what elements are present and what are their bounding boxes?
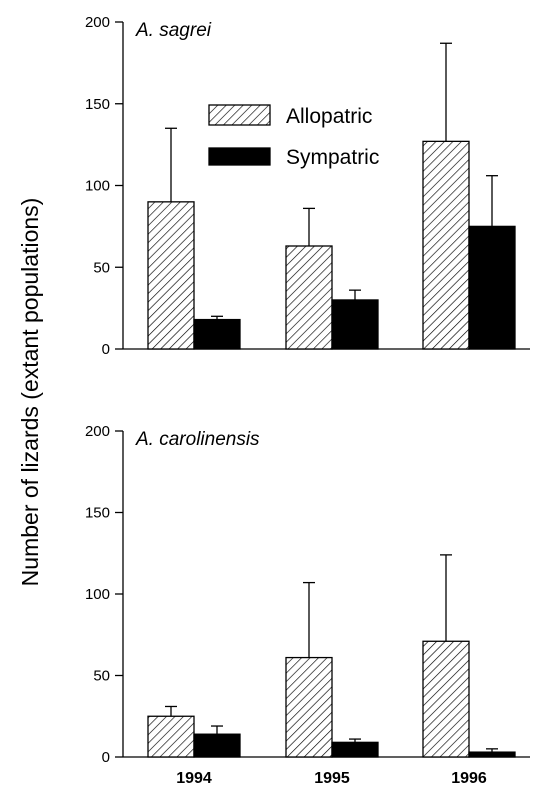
- y-tick-label: 150: [85, 96, 110, 113]
- legend-swatch-allopatric: [208, 104, 271, 126]
- x-tick-label: 1995: [314, 770, 350, 787]
- y-axis-title: Number of lizards (extant populations): [17, 198, 43, 587]
- bar-allopatric-1994: [147, 715, 195, 758]
- y-tick-label: 100: [85, 586, 110, 603]
- y-tick-label: 150: [85, 505, 110, 522]
- y-tick-label: 0: [102, 749, 110, 766]
- bar-allopatric-1994: [147, 201, 195, 350]
- bar-sympatric-1994: [193, 318, 241, 350]
- x-tick-label: 1994: [176, 770, 212, 787]
- bar-allopatric-1995: [285, 245, 333, 350]
- bar-allopatric-1995: [285, 656, 333, 758]
- panel-title: A. carolinensis: [135, 429, 260, 450]
- bar-sympatric-1995: [331, 299, 379, 350]
- y-tick-label: 200: [85, 14, 110, 31]
- legend-label-sympatric: Sympatric: [286, 146, 379, 169]
- legend: Allopatric Sympatric: [208, 104, 379, 169]
- legend-label-allopatric: Allopatric: [286, 105, 372, 128]
- bar-sympatric-1995: [331, 741, 379, 758]
- y-tick-label: 0: [102, 341, 110, 358]
- bar-allopatric-1996: [422, 640, 470, 758]
- y-tick-label: 50: [93, 259, 110, 276]
- legend-swatch-sympatric: [208, 147, 271, 166]
- panel-a-carolinensis: 0 50 100 150 200 A. carolinensis 1994 1995 1996: [85, 423, 530, 787]
- panel-title: A. sagrei: [135, 20, 212, 41]
- y-tick-label: 100: [85, 178, 110, 195]
- y-tick-label: 50: [93, 668, 110, 685]
- x-tick-label: 1996: [451, 770, 487, 787]
- bar-allopatric-1996: [422, 140, 470, 350]
- bar-sympatric-1994: [193, 733, 241, 758]
- bar-sympatric-1996: [468, 751, 516, 758]
- panel-a-sagrei: 0 50 100 150 200 A. sagrei: [85, 14, 530, 358]
- y-tick-label: 200: [85, 423, 110, 440]
- bar-sympatric-1996: [468, 225, 516, 350]
